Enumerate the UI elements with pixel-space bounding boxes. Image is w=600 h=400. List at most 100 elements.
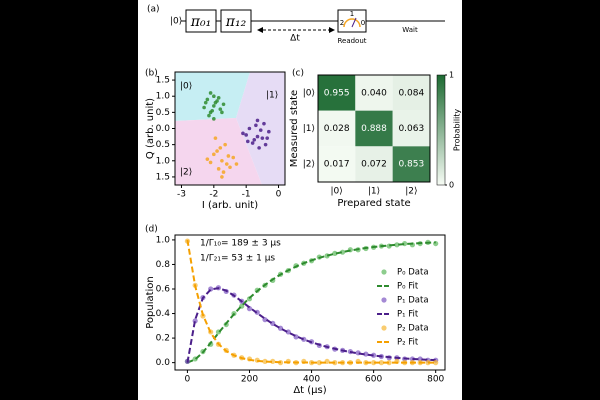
data-point — [433, 240, 439, 247]
scatter-point — [260, 136, 265, 140]
heatmap-cell — [355, 146, 393, 182]
scatter-point — [247, 126, 252, 131]
y-tick-label: |0⟩ — [303, 88, 315, 98]
cell-label: 0.084 — [398, 88, 424, 98]
readout-level: 0 — [361, 19, 365, 27]
plot-frame — [317, 74, 431, 183]
cell-label: 0.955 — [324, 88, 350, 98]
heatmap-cell — [392, 146, 430, 182]
scatter-point — [215, 149, 219, 153]
legend-swatch — [381, 325, 387, 331]
x-tick-label: 0 — [185, 375, 191, 385]
annotation: 1/Γ₁₀= 189 ± 3 μs — [200, 239, 281, 249]
scatter-point — [220, 175, 224, 179]
scatter-point — [226, 154, 231, 158]
cell-label: 0.888 — [361, 124, 387, 134]
scatter-point — [213, 136, 218, 140]
wait-label: Wait — [402, 26, 418, 34]
data-point — [316, 360, 322, 366]
x-tick-label: |0⟩ — [331, 187, 343, 197]
scatter-point — [257, 146, 261, 150]
panel-label: (a) — [147, 5, 160, 15]
fit-line — [187, 241, 436, 364]
scatter-point — [212, 152, 216, 157]
fit-line — [186, 239, 436, 364]
x-tick-label: 400 — [303, 375, 320, 385]
panel-label: (b) — [145, 69, 158, 79]
circuit-input: |0⟩ — [170, 17, 182, 27]
y-tick-label: 1.5 — [156, 76, 170, 86]
y-tick-label: 0.5 — [156, 108, 170, 118]
y-tick-label: 0.5 — [156, 140, 170, 150]
scatter-point — [221, 170, 226, 174]
heatmap-cell — [355, 110, 393, 147]
scatter-point — [245, 139, 250, 144]
x-tick-label: |1⟩ — [368, 187, 380, 197]
cell-label: 0.028 — [324, 124, 350, 134]
legend-swatch — [381, 297, 387, 303]
annotation: 1/Γ₂₁= 53 ± 1 μs — [200, 254, 275, 264]
y-tick-label: 0.0 — [156, 358, 171, 368]
scatter-point — [212, 94, 216, 99]
data-point — [386, 360, 392, 366]
scatter-point — [203, 100, 208, 105]
scatter-point — [218, 107, 223, 111]
data-point — [339, 249, 346, 255]
scatter-point — [262, 121, 266, 126]
scatter-point — [208, 91, 213, 95]
readout-level: 1 — [350, 10, 354, 18]
data-point — [332, 250, 338, 257]
legend-label: P₂ Data — [397, 324, 429, 334]
heatmap-cell — [392, 75, 430, 111]
plot-frame — [174, 234, 446, 371]
scatter-point — [220, 158, 224, 163]
heatmap-cell — [318, 110, 356, 147]
data-point — [409, 356, 416, 362]
y-tick-label: 0.8 — [156, 260, 171, 270]
data-point — [394, 242, 400, 248]
y-axis-label: Population — [145, 276, 156, 329]
region-label: |0⟩ — [180, 82, 192, 92]
colorbar-label: Probability — [453, 109, 462, 152]
scatter-point — [244, 133, 248, 137]
x-axis-label: Δt (μs) — [293, 385, 326, 396]
x-tick-label: |2⟩ — [405, 187, 417, 197]
fit-line — [186, 287, 436, 363]
data-point — [363, 351, 369, 357]
y-tick-label: 1.0 — [156, 235, 171, 245]
cell-label: 0.063 — [398, 124, 424, 134]
legend-label: P₀ Fit — [397, 282, 419, 292]
scatter-point — [224, 162, 229, 166]
legend-label: P₂ Fit — [397, 338, 419, 348]
x-tick-label: -2 — [209, 190, 218, 200]
scatter-point — [265, 136, 270, 140]
y-tick-label: 0.6 — [156, 285, 171, 295]
colorbar — [436, 74, 446, 186]
data-point — [425, 360, 431, 366]
colorbar-tick-label: 0 — [449, 181, 454, 190]
cell-label: 0.072 — [361, 160, 387, 170]
scatter-point — [202, 105, 206, 110]
scatter-point — [254, 123, 258, 128]
heatmap-cell — [318, 146, 356, 182]
y-tick-label: |1⟩ — [303, 124, 315, 134]
colorbar-tick-label: 1 — [449, 71, 454, 80]
scatter-point — [205, 97, 210, 102]
scatter-point — [220, 110, 224, 115]
legend-swatch — [381, 269, 387, 275]
scatter-point — [221, 102, 226, 107]
meter-arc — [343, 18, 361, 28]
heatmap-cell — [392, 110, 430, 147]
scatter-point — [258, 128, 263, 132]
y-tick-label: 0.0 — [156, 124, 171, 134]
scatter-point — [208, 160, 213, 165]
cell-label: 0.040 — [361, 88, 387, 98]
meter-needle — [351, 17, 357, 28]
x-tick-label: 800 — [427, 375, 444, 385]
data-point — [378, 360, 384, 366]
y-tick-label: 1.0 — [156, 92, 171, 102]
readout-label: Readout — [337, 37, 366, 45]
scatter-point — [216, 167, 221, 171]
y-axis-label: Q (arb. unit) — [145, 98, 156, 159]
